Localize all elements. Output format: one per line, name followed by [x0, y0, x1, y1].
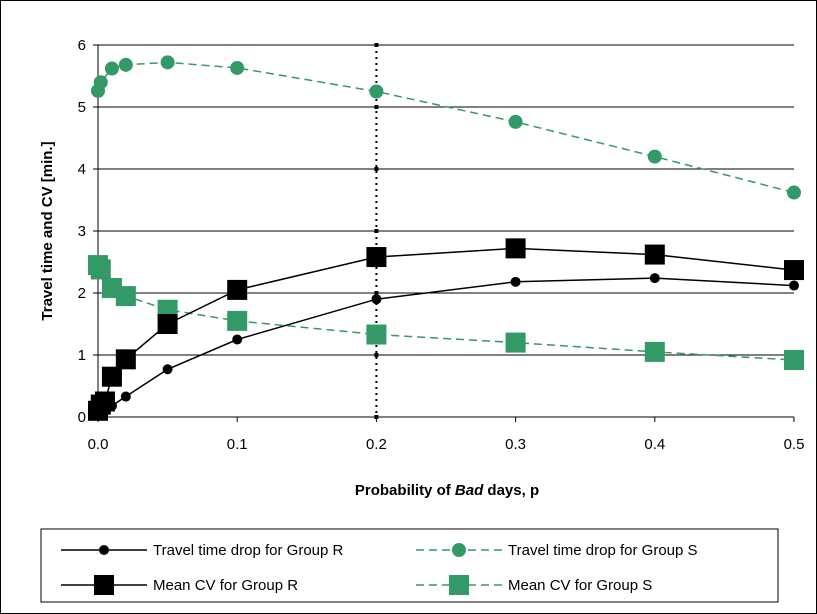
- marker-dot-2: [374, 291, 379, 295]
- legend-marker-2: [452, 543, 466, 557]
- series-4-point-9: [644, 341, 665, 362]
- series-4-point-6: [227, 310, 248, 331]
- marker-dot-4: [374, 167, 379, 171]
- series-2-point-7: [369, 84, 384, 99]
- series-4: [88, 255, 804, 370]
- series-3-point-7: [227, 279, 248, 300]
- series-3-point-11: [784, 260, 804, 281]
- series-1-point-5: [120, 391, 131, 402]
- y-tick-label-1: 1: [78, 347, 86, 364]
- x-tick-label-0.1: 0.1: [227, 436, 248, 453]
- y-tick-label-5: 5: [78, 99, 86, 116]
- y-axis-title: Travel time and CV [min.]: [39, 141, 56, 320]
- x-tick-label-0.3: 0.3: [505, 436, 526, 453]
- series-3-point-6: [157, 314, 178, 334]
- series-4-point-2: [90, 259, 111, 280]
- legend-label-1: Travel time drop for Group R: [153, 542, 344, 559]
- x-axis-title-part-1: Probability of: [355, 482, 455, 499]
- series-1-point-6: [162, 364, 173, 375]
- vertical-marker: [374, 43, 379, 419]
- series-1-point-4: [106, 400, 117, 411]
- series-3-point-10: [644, 244, 665, 265]
- legend-marker-3: [94, 575, 114, 595]
- series-3-point-5: [115, 349, 136, 370]
- marker-dot-1: [374, 353, 379, 357]
- x-tick-label-0.2: 0.2: [366, 436, 387, 453]
- legend-marker-1: [99, 545, 109, 555]
- x-axis-title: Probability of Bad days, p: [355, 482, 539, 499]
- series-1-point-7: [232, 334, 243, 345]
- legend-label-3: Mean CV for Group R: [153, 577, 298, 594]
- series-2: [91, 55, 801, 200]
- series-4-point-4: [115, 286, 136, 307]
- y-tick-label-6: 6: [78, 37, 86, 54]
- marker-dot-6: [374, 43, 379, 47]
- series-3-point-8: [366, 247, 387, 268]
- series-1-point-8: [371, 294, 382, 305]
- legend: Travel time drop for Group R Travel time …: [40, 528, 779, 603]
- y-tick-label-3: 3: [78, 223, 86, 240]
- series-2-point-8: [508, 114, 523, 129]
- series-1-point-11: [789, 280, 799, 291]
- x-axis-title-part-2: Bad: [455, 482, 484, 499]
- y-tick-label-2: 2: [78, 285, 86, 302]
- series-4-point-10: [784, 349, 804, 370]
- series-2-point-6: [230, 60, 245, 75]
- series-1-point-10: [649, 273, 660, 284]
- series-4-point-7: [366, 324, 387, 345]
- series-2-point-3: [104, 61, 119, 76]
- series-2-point-9: [647, 149, 662, 164]
- series-2-point-4: [118, 57, 133, 72]
- y-tick-label-4: 4: [78, 161, 86, 178]
- series-3-point-4: [101, 366, 122, 387]
- series-2-point-10: [787, 185, 801, 200]
- marker-dot-0: [374, 415, 379, 419]
- series-1: [93, 273, 799, 419]
- x-tick-label-0.4: 0.4: [644, 436, 665, 453]
- series-2-point-5: [160, 55, 175, 70]
- x-tick-label-0.5: 0.5: [784, 436, 805, 453]
- series-2-point-2: [93, 75, 108, 90]
- series-1-point-9: [510, 276, 521, 287]
- legend-label-4: Mean CV for Group S: [508, 577, 652, 594]
- tick-labels: 0 1 2 3 4 5 6 0.0 0.1 0.2 0.3 0.4 0.5: [78, 37, 805, 453]
- marker-dot-5: [374, 105, 379, 109]
- legend-box: [40, 528, 779, 603]
- legend-marker-4: [449, 575, 469, 595]
- y-tick-label-0: 0: [78, 409, 86, 426]
- x-axis-title-part-3: days, p: [483, 482, 539, 499]
- series-layer: [88, 55, 804, 421]
- series-2-line: [97, 61, 795, 194]
- legend-label-2: Travel time drop for Group S: [508, 542, 698, 559]
- series-4-point-8: [505, 332, 526, 353]
- marker-dot-3: [374, 229, 379, 233]
- series-3-point-9: [505, 238, 526, 259]
- x-tick-label-0.0: 0.0: [88, 436, 109, 453]
